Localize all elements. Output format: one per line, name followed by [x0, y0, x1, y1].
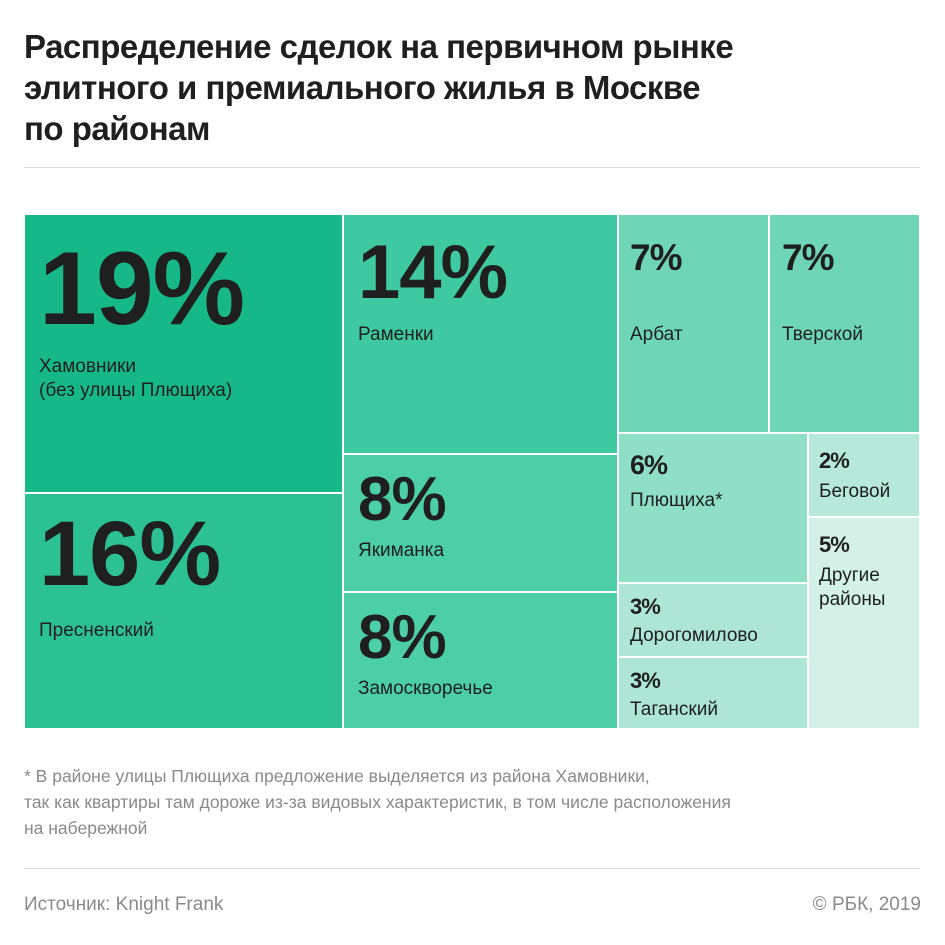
bottom-divider	[24, 868, 920, 869]
treemap-percent: 14%	[358, 230, 508, 315]
top-divider	[24, 167, 920, 168]
treemap-percent: 8%	[358, 465, 447, 534]
treemap-label: Пресненский	[39, 619, 154, 643]
footnote: * В районе улицы Плющиха предложение выд…	[24, 763, 924, 841]
treemap-cell-item-11: 2% Беговой	[808, 433, 920, 517]
treemap-label: Арбат	[630, 323, 683, 347]
treemap-percent: 7%	[782, 237, 834, 278]
treemap-cell-item-2: 16% Пресненский	[24, 493, 343, 729]
treemap-percent: 5%	[819, 532, 850, 557]
treemap-cell-item-6: 7% Арбат	[618, 214, 769, 433]
treemap-cell-item-12: 5% Другие районы	[808, 517, 920, 729]
treemap-label: Другие районы	[819, 564, 885, 612]
treemap-percent: 6%	[630, 450, 668, 480]
treemap-label-line: Таганский	[630, 699, 718, 720]
treemap-label: Плющиха*	[630, 489, 723, 513]
treemap-percent: 2%	[819, 448, 850, 473]
treemap-cell-item-3: 14% Раменки	[343, 214, 618, 454]
chart-title: Распределение сделок на первичном рынке …	[24, 26, 904, 149]
treemap-label-line: Пресненский	[39, 620, 154, 641]
treemap-label-line: Раменки	[358, 324, 434, 345]
treemap-label-line: Хамовники	[39, 356, 136, 377]
chart-title-line: Распределение сделок на первичном рынке	[24, 28, 734, 65]
treemap-label-line: Арбат	[630, 324, 683, 345]
treemap-label: Якиманка	[358, 539, 444, 563]
treemap-percent: 3%	[630, 594, 661, 619]
footnote-line: так как квартиры там дороже из-за видовы…	[24, 792, 731, 812]
treemap-percent: 16%	[39, 503, 221, 605]
source-label: Источник: Knight Frank	[24, 894, 224, 915]
treemap-label-line: (без улицы Плющиха)	[39, 379, 233, 401]
chart-title-line: элитного и премиального жилья в Москве	[24, 69, 701, 106]
treemap-label: Таганский	[630, 698, 718, 722]
treemap-label-line: Якиманка	[358, 540, 445, 561]
treemap-label-line: Плющиха*	[630, 490, 723, 511]
treemap-percent: 19%	[39, 231, 245, 347]
treemap-label-line: Беговой	[819, 481, 891, 502]
treemap-label-line: Тверской	[782, 324, 863, 345]
treemap-cell-item-5: 8% Замоскворечье	[343, 592, 618, 729]
footnote-line: на набережной	[24, 818, 148, 838]
chart-title-line: по районам	[24, 110, 210, 147]
treemap-label: Раменки	[358, 323, 434, 347]
treemap-label-line: Замоскворечье	[358, 678, 493, 699]
treemap-percent: 7%	[630, 237, 682, 278]
treemap-label-line: Другие	[819, 565, 880, 586]
treemap-percent: 8%	[358, 603, 447, 672]
treemap-cell-item-1: 19% Хамовники (без улицы Плющиха)	[24, 214, 343, 493]
footnote-line: * В районе улицы Плющиха предложение выд…	[24, 766, 650, 786]
treemap-cell-item-9: 3% Дорогомилово	[618, 583, 808, 657]
treemap-label: Беговой	[819, 480, 890, 504]
treemap-label-line: Дорогомилово	[630, 625, 758, 646]
treemap-cell-item-4: 8% Якиманка	[343, 454, 618, 592]
treemap-cell-item-7: 7% Тверской	[769, 214, 920, 433]
treemap-label: Тверской	[782, 323, 863, 347]
treemap-label-line: районы	[819, 588, 886, 610]
treemap-label: Замоскворечье	[358, 677, 493, 701]
treemap-percent: 3%	[630, 668, 661, 693]
copyright-label: © РБК, 2019	[812, 894, 921, 915]
treemap-cell-item-8: 6% Плющиха*	[618, 433, 808, 583]
treemap-cell-item-10: 3% Таганский	[618, 657, 808, 729]
treemap-label: Дорогомилово	[630, 624, 758, 648]
treemap-label: Хамовники (без улицы Плющиха)	[39, 355, 232, 403]
